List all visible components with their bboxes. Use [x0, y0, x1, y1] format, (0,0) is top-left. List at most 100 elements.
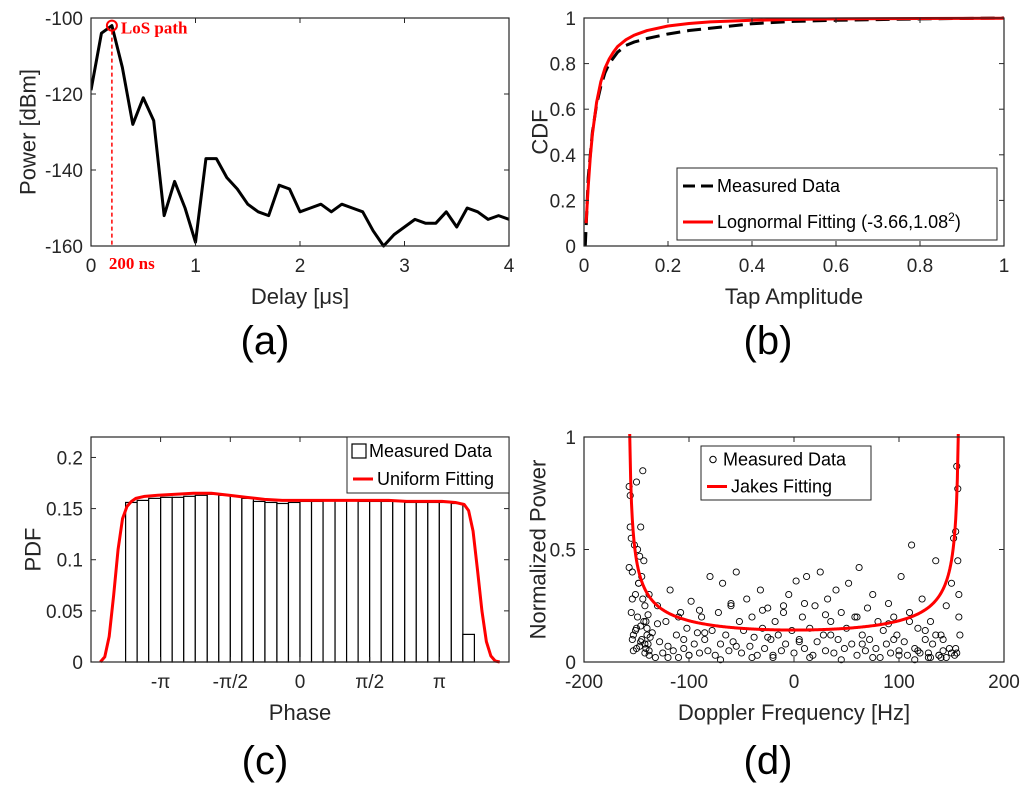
x-tick-label: 2: [295, 256, 306, 277]
scatter-point: [845, 579, 853, 587]
scatter-point: [916, 649, 924, 657]
scatter-point: [947, 579, 956, 587]
scatter-point: [834, 635, 842, 644]
scatter-point: [924, 649, 932, 657]
x-tick-label: 0: [295, 672, 306, 693]
scatter-point: [641, 649, 649, 657]
scatter-point: [900, 638, 908, 646]
scatter-point: [680, 644, 688, 653]
histogram-bar: [392, 500, 406, 663]
scatter-point: [952, 644, 960, 653]
scatter-point: [639, 595, 647, 603]
scatter-point: [704, 647, 712, 655]
scatter-point: [827, 617, 835, 626]
scatter-point: [795, 635, 803, 644]
legend-label-text: Uniform Fitting: [377, 469, 494, 489]
scatter-point: [640, 557, 648, 565]
scatter-point: [795, 638, 803, 646]
scatter-point: [863, 604, 872, 612]
y-tick-label: 1: [565, 428, 576, 449]
scatter-point: [687, 597, 695, 605]
scatter-point: [631, 626, 640, 635]
legend-label: Measured Data: [717, 176, 841, 196]
legend-label: Uniform Fitting: [377, 469, 494, 489]
y-tick-label: -140: [45, 161, 83, 182]
plot-area-d: [625, 434, 964, 664]
histogram-bar: [438, 501, 452, 663]
scatter-point: [869, 653, 877, 662]
x-tick-label: π/2: [355, 672, 384, 693]
scatter-point: [641, 602, 649, 610]
scatter-point: [921, 635, 929, 644]
scatter-point: [698, 613, 706, 621]
scatter-point: [790, 649, 798, 657]
scatter-point: [716, 640, 725, 648]
series-line: [91, 24, 509, 248]
x-tick-label: -π/2: [213, 672, 248, 693]
scatter-point: [732, 642, 740, 650]
scatter-point: [669, 647, 677, 655]
histogram-bar: [462, 633, 475, 663]
scatter-point: [837, 608, 845, 617]
legend-box: [346, 436, 510, 494]
histogram-bar: [171, 496, 185, 663]
histogram-bar: [241, 497, 255, 663]
scatter-point: [869, 590, 877, 599]
scatter-point: [782, 640, 790, 648]
scatter-point: [642, 644, 650, 653]
legend-label-text: Measured Data: [369, 441, 493, 461]
scatter-point: [719, 579, 727, 587]
x-tick-label: 100: [883, 672, 915, 693]
scatter-point: [644, 611, 652, 619]
scatter-point: [840, 644, 848, 653]
scatter-point: [653, 620, 662, 628]
scatter-point: [819, 631, 827, 639]
scatter-point: [800, 644, 809, 653]
legend-box: [700, 445, 872, 501]
scatter-point: [800, 599, 809, 608]
scatter-point: [748, 653, 756, 662]
x-tick-label: -π: [151, 672, 170, 693]
y-tick-label: 0.1: [57, 551, 83, 572]
x-axis-label: Phase: [269, 700, 331, 725]
scatter-point: [887, 649, 895, 657]
scatter-point: [641, 640, 649, 648]
scatter-point: [637, 638, 645, 646]
scatter-point: [855, 563, 863, 572]
scatter-point: [711, 651, 719, 659]
scatter-point: [882, 640, 890, 648]
scatter-point: [911, 656, 919, 664]
scatter-point: [628, 595, 636, 603]
panel-label: (d): [744, 739, 793, 783]
scatter-point: [893, 631, 901, 639]
scatter-point: [806, 653, 814, 662]
scatter-point: [646, 633, 654, 641]
legend-swatch: [709, 455, 717, 464]
scatter-point: [955, 613, 963, 621]
x-tick-label: -100: [670, 672, 708, 693]
x-tick-label: 0: [789, 672, 800, 693]
scatter-point: [811, 602, 819, 610]
scatter-point: [890, 613, 898, 621]
x-tick-label: 4: [504, 256, 515, 277]
y-tick-label: 0.6: [550, 100, 576, 121]
scatter-point: [695, 649, 704, 657]
scatter-point: [722, 631, 730, 639]
x-axis-label: Tap Amplitude: [725, 284, 863, 309]
scatter-point: [756, 586, 764, 594]
scatter-point: [821, 611, 830, 619]
histogram-bar: [345, 499, 359, 663]
panel-label: (a): [241, 319, 290, 363]
scatter-point: [637, 523, 645, 531]
scatter-point: [637, 622, 645, 630]
scatter-point: [816, 568, 824, 576]
scatter-point: [853, 613, 861, 621]
scatter-point: [737, 649, 746, 657]
panel-d: -200 -100 0 100 200 0 0.5 1 Doppler Frequency [H…: [526, 428, 1020, 783]
scatter-point: [677, 608, 685, 617]
scatter-point: [714, 608, 722, 617]
scatter-point: [643, 624, 651, 632]
scatter-point: [895, 647, 903, 655]
scatter-point: [672, 631, 680, 639]
scatter-point: [645, 651, 653, 659]
